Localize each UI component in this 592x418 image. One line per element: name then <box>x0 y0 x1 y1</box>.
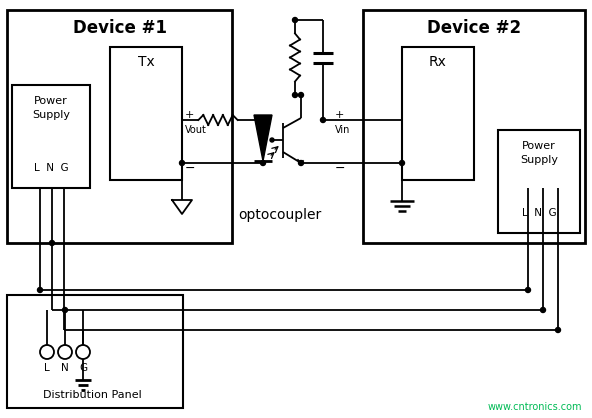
Circle shape <box>400 161 404 166</box>
Circle shape <box>540 308 545 313</box>
Circle shape <box>50 240 54 245</box>
Circle shape <box>179 161 185 166</box>
Bar <box>498 130 580 233</box>
Bar <box>363 10 585 243</box>
Text: Vout: Vout <box>185 125 207 135</box>
Circle shape <box>292 92 298 97</box>
Text: optocoupler: optocoupler <box>239 208 321 222</box>
Text: +: + <box>335 110 345 120</box>
Text: Power
Supply: Power Supply <box>32 97 70 120</box>
Circle shape <box>37 288 43 293</box>
Polygon shape <box>254 115 272 161</box>
Bar <box>7 295 183 408</box>
Bar <box>7 10 232 243</box>
Text: Rx: Rx <box>429 55 447 69</box>
Circle shape <box>260 161 265 166</box>
Circle shape <box>298 92 304 97</box>
Text: Power
Supply: Power Supply <box>520 141 558 165</box>
Text: L  N  G: L N G <box>34 163 68 173</box>
Circle shape <box>270 138 274 142</box>
Text: N: N <box>61 363 69 373</box>
Text: −: − <box>335 161 346 174</box>
Text: Distribution Panel: Distribution Panel <box>43 390 141 400</box>
Circle shape <box>526 288 530 293</box>
Circle shape <box>63 308 67 313</box>
Bar <box>402 47 474 180</box>
Text: www.cntronics.com: www.cntronics.com <box>487 402 582 412</box>
Text: G: G <box>79 363 87 373</box>
Circle shape <box>292 18 298 23</box>
Circle shape <box>555 327 561 332</box>
Text: −: − <box>185 161 195 174</box>
Text: Vin: Vin <box>335 125 350 135</box>
Text: L  N  G: L N G <box>522 208 556 218</box>
Text: L: L <box>44 363 50 373</box>
Text: +: + <box>185 110 194 120</box>
Polygon shape <box>172 200 192 214</box>
Circle shape <box>320 117 326 122</box>
Text: Device #2: Device #2 <box>427 19 521 37</box>
Bar <box>110 47 182 180</box>
Text: Tx: Tx <box>137 55 155 69</box>
Bar <box>12 85 90 188</box>
Circle shape <box>298 161 304 166</box>
Text: Device #1: Device #1 <box>73 19 167 37</box>
